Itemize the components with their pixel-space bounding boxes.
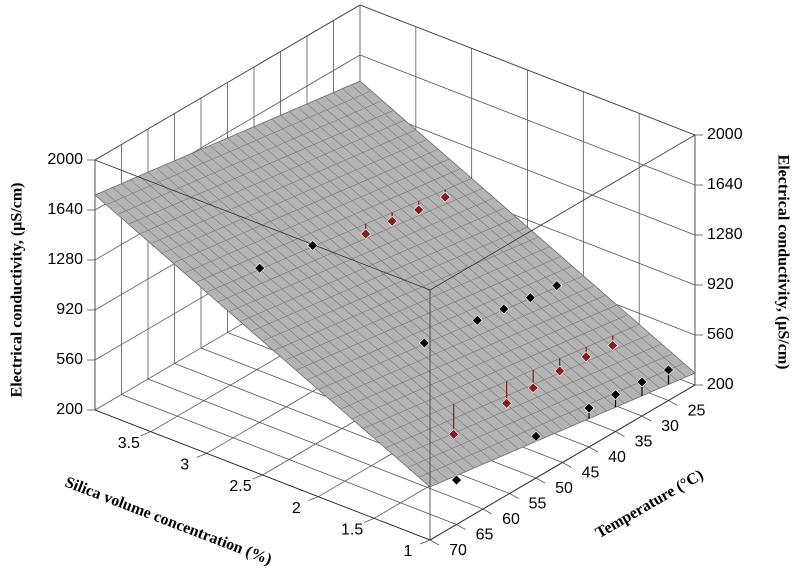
tick-mark xyxy=(364,517,375,523)
data-point xyxy=(527,382,539,394)
tick-mark xyxy=(196,452,207,458)
z-tick-label-right: 920 xyxy=(707,276,734,293)
grid-line xyxy=(147,378,484,510)
frame-edge xyxy=(429,134,696,291)
tick-mark xyxy=(668,400,678,406)
grid-line xyxy=(121,394,457,525)
frame-edge xyxy=(94,409,431,541)
z-tick-label-right: 200 xyxy=(707,376,734,393)
z-tick-label-right: 560 xyxy=(707,326,734,343)
tick-mark xyxy=(456,524,466,530)
surface-mesh xyxy=(94,80,696,488)
y-axis-label: Temperature (°C) xyxy=(593,467,707,542)
data-point xyxy=(254,262,266,274)
y-tick-label: 70 xyxy=(449,542,467,559)
data-point xyxy=(413,204,425,216)
data-point xyxy=(554,365,566,377)
data-point xyxy=(451,474,462,486)
data-point xyxy=(418,337,430,349)
data-point xyxy=(636,376,648,388)
frame-edge xyxy=(94,159,431,291)
x-tick-label: 3 xyxy=(180,457,189,474)
z-tick-label: 1280 xyxy=(47,251,83,268)
z-tick-label-right: 1640 xyxy=(707,176,743,193)
z-tick-label-right: 2000 xyxy=(707,126,743,143)
tick-mark xyxy=(419,539,431,545)
z-tick-label: 560 xyxy=(56,351,83,368)
tick-mark xyxy=(308,496,319,502)
y-tick-label: 25 xyxy=(688,403,706,420)
data-point xyxy=(610,389,621,401)
frame-edge xyxy=(359,4,696,136)
data-point xyxy=(307,240,319,251)
z-axis-label: Electrical conductivity, (µS/cm) xyxy=(9,183,26,398)
tick-mark xyxy=(429,539,440,546)
tick-mark xyxy=(641,415,652,422)
data-point xyxy=(386,215,398,227)
data-point xyxy=(524,292,536,304)
frame-edge xyxy=(94,4,361,161)
x-tick-label: 3.5 xyxy=(118,435,140,452)
data-point xyxy=(448,428,460,440)
z-tick-label-right: 1280 xyxy=(707,226,743,243)
y-tick-label: 45 xyxy=(582,465,600,482)
y-tick-label: 50 xyxy=(555,480,573,497)
y-tick-label: 30 xyxy=(661,418,679,435)
y-tick-label: 60 xyxy=(502,511,520,528)
y-tick-label: 65 xyxy=(476,527,494,544)
tick-mark xyxy=(562,462,572,468)
y-tick-label: 55 xyxy=(529,496,547,513)
data-point xyxy=(530,430,542,442)
z-axis-label-right: Electrical conductivity, (µS/cm) xyxy=(774,155,791,370)
x-tick-label: 1 xyxy=(404,543,413,560)
tick-mark xyxy=(615,431,625,437)
tick-mark xyxy=(252,474,263,480)
x-tick-label: 2.5 xyxy=(229,478,251,495)
data-point xyxy=(580,351,592,363)
data-point xyxy=(471,314,483,326)
frame-edge xyxy=(429,384,696,541)
data-point xyxy=(501,397,513,409)
data-point xyxy=(439,191,451,203)
data-point xyxy=(360,228,372,240)
tick-mark xyxy=(482,508,493,515)
z-tick-label: 200 xyxy=(56,401,83,418)
data-point xyxy=(583,402,595,414)
z-tick-label: 2000 xyxy=(47,151,83,168)
y-tick-label: 35 xyxy=(635,434,653,451)
z-tick-label: 1640 xyxy=(47,201,83,218)
data-point xyxy=(607,340,619,351)
data-point xyxy=(498,303,510,315)
tick-mark xyxy=(509,493,519,499)
x-tick-label: 2 xyxy=(292,500,301,517)
x-tick-label: 1.5 xyxy=(341,522,363,539)
tick-mark xyxy=(588,446,599,453)
y-tick-label: 40 xyxy=(608,449,626,466)
tick-mark xyxy=(535,477,546,484)
tick-mark xyxy=(140,431,151,437)
z-tick-label: 920 xyxy=(56,301,83,318)
data-point xyxy=(663,364,674,376)
data-point xyxy=(551,280,563,292)
